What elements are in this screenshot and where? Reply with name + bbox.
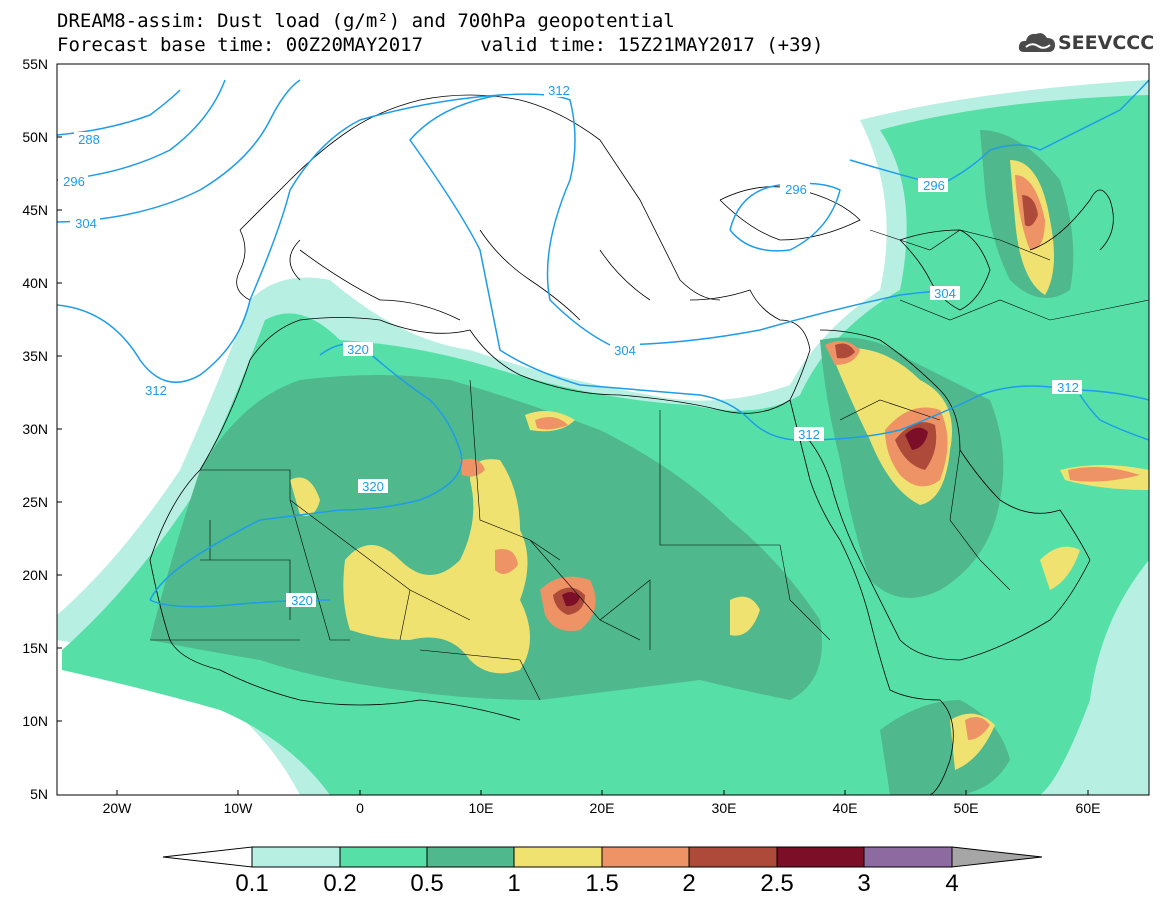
contour-label: 312 bbox=[1057, 380, 1079, 395]
lat-label: 30N bbox=[22, 421, 48, 437]
colorbar-low-arrow bbox=[162, 846, 253, 868]
lat-label: 55N bbox=[22, 56, 48, 72]
contour-label: 320 bbox=[347, 342, 369, 357]
dust-level-1 bbox=[343, 459, 530, 674]
lat-label: 15N bbox=[22, 640, 48, 656]
colorbar-label: 0.2 bbox=[323, 870, 357, 897]
colorbar-label: 0.5 bbox=[410, 870, 444, 897]
contour-labels: 288 296 304 312 320 296 296 304 304 312 … bbox=[58, 83, 1082, 608]
lon-label: 10W bbox=[223, 800, 253, 816]
colorbar-label: 3 bbox=[857, 870, 871, 897]
logo-text: SEEVCCC bbox=[1058, 32, 1155, 54]
colorbar-label: 4 bbox=[945, 870, 959, 897]
lat-label: 25N bbox=[22, 494, 48, 510]
contour-label: 296 bbox=[63, 174, 85, 189]
lat-label: 50N bbox=[22, 129, 48, 145]
contour-label: 312 bbox=[798, 427, 820, 442]
colorbar-high-arrow bbox=[951, 846, 1043, 868]
colorbar-label: 1.5 bbox=[585, 870, 619, 897]
cloud-logo-icon bbox=[1018, 33, 1055, 52]
lon-label: 10E bbox=[468, 800, 494, 816]
dust-field bbox=[57, 80, 1149, 795]
colorbar-label: 1 bbox=[507, 870, 521, 897]
dust-level-2.5 bbox=[562, 591, 580, 607]
chart-title: DREAM8-assim: Dust load (g/m²) and 700hP… bbox=[57, 10, 675, 32]
colorbar-label: 2.5 bbox=[760, 870, 794, 897]
contour-label: 288 bbox=[78, 132, 100, 147]
colorbar-label: 2 bbox=[682, 870, 696, 897]
contour-label: 296 bbox=[923, 178, 945, 193]
colorbar-swatch-1.5 bbox=[601, 846, 690, 868]
colorbar-swatch-2.5 bbox=[776, 846, 865, 868]
contour-label: 304 bbox=[934, 286, 956, 301]
contour-label: 320 bbox=[291, 593, 313, 608]
lon-label: 60E bbox=[1075, 800, 1101, 816]
contour-label: 312 bbox=[548, 83, 570, 98]
seevccc-logo: SEEVCCC bbox=[1018, 28, 1155, 58]
colorbar bbox=[162, 846, 1043, 868]
colorbar-swatch-0.5 bbox=[426, 846, 515, 868]
colorbar-swatch-3 bbox=[863, 846, 953, 868]
lat-label: 20N bbox=[22, 567, 48, 583]
lat-label: 35N bbox=[22, 348, 48, 364]
lon-label: 40E bbox=[832, 800, 858, 816]
lon-label: 0 bbox=[356, 800, 364, 816]
lat-label: 45N bbox=[22, 202, 48, 218]
lon-label: 20W bbox=[102, 800, 132, 816]
colorbar-swatch-2 bbox=[688, 846, 778, 868]
lat-label: 40N bbox=[22, 275, 48, 291]
chart-subtitle: Forecast base time: 00Z20MAY2017 valid t… bbox=[57, 34, 824, 56]
axis-ticks bbox=[57, 63, 1089, 795]
contour-label: 312 bbox=[145, 383, 167, 398]
contour-label: 320 bbox=[362, 479, 384, 494]
colorbar-label: 0.1 bbox=[235, 870, 269, 897]
lon-label: 20E bbox=[589, 800, 615, 816]
lat-label: 10N bbox=[22, 713, 48, 729]
contour-label: 304 bbox=[614, 343, 636, 358]
colorbar-swatch-1 bbox=[513, 846, 603, 868]
colorbar-swatch-0.1 bbox=[251, 846, 341, 868]
colorbar-swatch-0.2 bbox=[339, 846, 428, 868]
contour-label: 304 bbox=[75, 216, 97, 231]
lon-label: 30E bbox=[711, 800, 737, 816]
lat-label: 5N bbox=[30, 786, 48, 802]
lon-label: 50E bbox=[953, 800, 979, 816]
contour-label: 296 bbox=[785, 182, 807, 197]
